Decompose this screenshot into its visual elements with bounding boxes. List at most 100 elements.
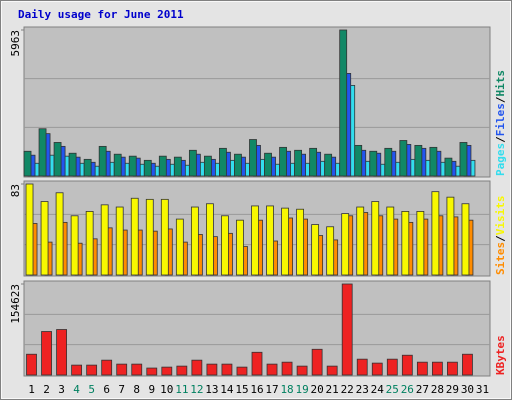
- x-tick-label: 4: [73, 383, 80, 396]
- x-tick-label: 30: [461, 383, 474, 396]
- x-tick-label: 18: [280, 383, 293, 396]
- x-tick-label: 20: [311, 383, 324, 396]
- bar: [446, 196, 455, 276]
- x-tick-label: 8: [133, 383, 140, 396]
- bar: [414, 144, 423, 177]
- bar: [113, 153, 122, 177]
- bar: [176, 365, 188, 376]
- bar: [116, 363, 128, 376]
- bar: [188, 149, 197, 177]
- bar: [68, 152, 77, 177]
- bar: [55, 192, 64, 276]
- bar: [324, 153, 333, 177]
- bar: [326, 226, 335, 276]
- bar: [266, 363, 278, 376]
- bar: [447, 361, 458, 376]
- bar: [70, 215, 79, 276]
- bar: [83, 158, 92, 177]
- bar: [146, 367, 158, 376]
- legend-separator: /: [494, 96, 507, 103]
- bar: [356, 206, 365, 276]
- x-tick-label: 22: [341, 383, 354, 396]
- bar: [326, 365, 338, 376]
- bar: [386, 358, 398, 376]
- bar: [86, 364, 98, 376]
- x-tick-label: 21: [326, 383, 339, 396]
- y-tick-label: 83: [9, 184, 22, 197]
- x-tick-label: 12: [190, 383, 203, 396]
- bar: [41, 331, 52, 376]
- x-tick-label: 13: [205, 383, 218, 396]
- bar: [264, 152, 272, 177]
- x-tick-label: 17: [265, 383, 278, 396]
- bar: [145, 198, 154, 276]
- bar: [266, 205, 274, 276]
- bar: [173, 156, 182, 177]
- bar: [100, 204, 109, 276]
- x-tick-label: 7: [118, 383, 125, 396]
- x-tick-label: 24: [371, 383, 385, 396]
- bar: [101, 359, 113, 376]
- bar: [158, 155, 167, 177]
- bar: [431, 191, 440, 276]
- legend-entry: Hits: [494, 70, 507, 97]
- bar: [161, 366, 173, 376]
- bar: [206, 363, 218, 376]
- bar: [309, 147, 318, 177]
- bar: [369, 150, 378, 177]
- chart-title: Daily usage for June 2011: [18, 8, 184, 21]
- bar: [431, 361, 443, 376]
- bar: [190, 206, 199, 276]
- legend: Sites/Visits: [494, 196, 507, 276]
- bar: [204, 155, 212, 177]
- x-tick-label: 15: [235, 383, 248, 396]
- bar: [386, 206, 395, 276]
- bar: [221, 363, 233, 376]
- bar: [236, 366, 248, 376]
- bar: [160, 198, 169, 276]
- bar: [236, 219, 244, 276]
- bar: [296, 365, 308, 376]
- y-tick-label: 154623: [9, 284, 22, 324]
- bar: [311, 224, 320, 276]
- bar: [294, 149, 302, 177]
- bar: [71, 364, 83, 376]
- x-tick-label: 10: [160, 383, 173, 396]
- x-tick-label: 6: [103, 383, 110, 396]
- bar: [281, 207, 289, 276]
- x-tick-label: 9: [148, 383, 155, 396]
- bar: [341, 283, 353, 376]
- x-tick-label: 1: [28, 383, 35, 396]
- x-tick-label: 11: [175, 383, 188, 396]
- bar: [38, 128, 47, 177]
- bar: [26, 353, 37, 376]
- bar: [191, 359, 203, 376]
- bar: [128, 155, 137, 177]
- legend: KBytes: [494, 335, 507, 375]
- bar: [130, 197, 139, 276]
- legend: Pages/Files/Hits: [494, 70, 507, 176]
- bar: [98, 145, 107, 177]
- bar: [371, 201, 380, 276]
- legend-entry: KBytes: [494, 335, 507, 375]
- bar: [444, 157, 453, 177]
- bar: [341, 213, 350, 276]
- bar: [219, 147, 227, 177]
- bar: [53, 142, 62, 177]
- x-tick-label: 28: [431, 383, 444, 396]
- bar: [85, 211, 94, 276]
- bar: [401, 211, 410, 276]
- bar: [461, 203, 470, 276]
- x-tick-label: 25: [386, 383, 399, 396]
- legend-entry: Files: [494, 103, 507, 136]
- bar: [131, 363, 143, 376]
- bar: [462, 353, 473, 376]
- bar: [371, 362, 383, 376]
- x-tick-label: 29: [446, 383, 459, 396]
- bar: [354, 144, 363, 177]
- legend-entry: Sites: [494, 242, 507, 275]
- bar: [25, 183, 34, 276]
